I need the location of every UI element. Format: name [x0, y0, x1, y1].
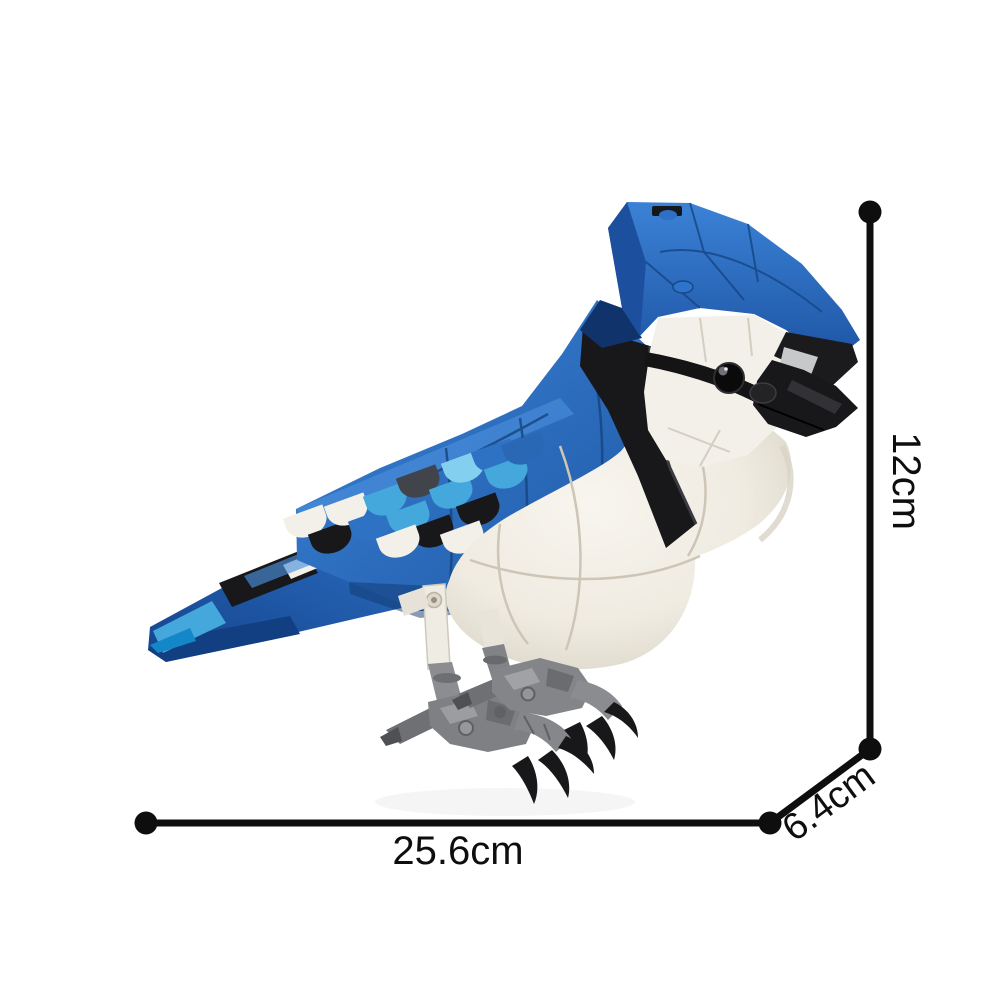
back-foot-spur-tip	[380, 727, 402, 746]
depth-dimension-label: 6.4cm	[775, 755, 883, 850]
back-foot-joint-small	[494, 706, 506, 718]
dot-depth-top	[858, 737, 882, 761]
front-leg-white-strut	[478, 608, 506, 657]
back-shin	[428, 662, 462, 705]
front-foot-plate-light	[504, 668, 540, 690]
blue-jay-brick-model	[148, 202, 860, 816]
eye-stripe	[644, 352, 772, 408]
back-foot-talons	[512, 736, 594, 804]
depth-dimension-line	[767, 746, 873, 826]
wing-top-highlight	[296, 398, 574, 527]
dot-height-top	[858, 200, 882, 224]
front-foot	[452, 658, 638, 764]
back-foot-toes	[514, 712, 572, 752]
wing-scallop-pattern	[282, 431, 545, 558]
tail-deep-azure-chip	[150, 628, 196, 653]
hip-white-wedge	[398, 587, 429, 616]
width-dimension-label: 25.6cm	[392, 829, 523, 873]
front-foot-spur-tip	[452, 692, 472, 710]
engraved-round-tile	[749, 382, 777, 404]
front-foot-joint	[520, 686, 536, 702]
crest-studs	[652, 206, 694, 294]
crest-fin	[608, 202, 646, 336]
dimension-endpoint-dots	[134, 200, 882, 835]
face-seams	[667, 317, 753, 467]
neck-shadow	[580, 300, 642, 348]
beak-jaw-line	[757, 403, 825, 431]
tail-underside	[148, 616, 300, 662]
front-foot-talons	[564, 702, 638, 764]
crest	[608, 202, 860, 354]
eye	[713, 362, 745, 394]
height-dimension-label: 12cm	[884, 432, 928, 530]
beak-gloss	[787, 380, 842, 414]
collar-band	[580, 326, 696, 548]
dot-width-left	[134, 811, 158, 835]
back-foot-toe-ridges	[523, 715, 551, 741]
leg-pin-hole-center	[431, 597, 437, 603]
dimension-lines	[146, 212, 874, 827]
head	[580, 202, 860, 467]
nostril-gray-piece	[780, 347, 818, 375]
front-shin-ring	[483, 655, 507, 665]
back-foot-joint	[458, 720, 474, 736]
dot-width-right	[758, 811, 782, 835]
back-foot	[380, 690, 594, 804]
back-shin-ring	[433, 673, 461, 683]
ground-shadow	[375, 788, 635, 816]
belly-edge-shade	[758, 444, 794, 543]
front-foot-plate-dark	[546, 668, 574, 692]
